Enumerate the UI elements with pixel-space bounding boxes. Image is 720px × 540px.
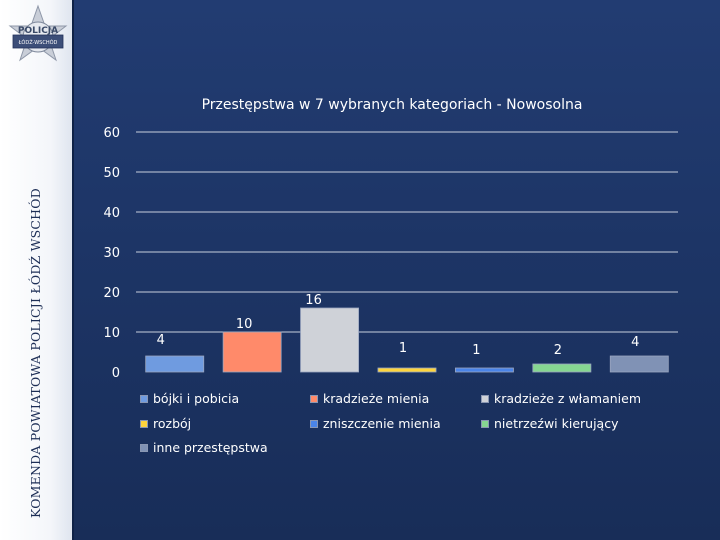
legend-item: nietrzeźwi kierujący (481, 416, 618, 431)
data-label: 4 (157, 333, 165, 348)
legend-item: kradzieże z włamaniem (481, 391, 641, 406)
legend-swatch (140, 443, 148, 452)
data-label: 10 (236, 317, 253, 332)
bar-6 (532, 363, 592, 373)
legend-label: zniszczenie mienia (323, 416, 441, 431)
y-tick-label: 60 (103, 126, 120, 141)
legend-label: nietrzeźwi kierujący (494, 416, 619, 431)
legend-swatch (140, 394, 148, 403)
data-label: 1 (472, 343, 480, 358)
bar-7 (609, 355, 669, 373)
chart-area: Przestępstwa w 7 wybranych kategoriach -… (74, 0, 720, 540)
bar-2 (222, 331, 282, 373)
legend-item: zniszczenie mienia (310, 416, 441, 431)
legend-label: kradzieże mienia (323, 391, 430, 406)
legend-label: rozbój (153, 416, 192, 431)
badge-bottom-text: ŁÓDŹ-WSCHÓD (18, 38, 58, 46)
bar-1 (145, 355, 205, 373)
legend-item: kradzieże mienia (310, 391, 429, 406)
legend-swatch (310, 394, 318, 403)
sidebar: POLICJA ŁÓDŹ-WSCHÓD KOMENDA POWIATOWA PO… (0, 0, 74, 540)
legend-item: inne przestępstwa (140, 440, 268, 455)
y-tick-label: 40 (103, 206, 120, 221)
data-label: 4 (631, 335, 639, 350)
data-label: 2 (554, 343, 562, 358)
police-star-badge-icon: POLICJA ŁÓDŹ-WSCHÓD (8, 4, 68, 62)
bar-5 (454, 367, 514, 373)
y-tick-label: 10 (103, 326, 120, 341)
sidebar-vertical-title: KOMENDA POWIATOWA POLICJI ŁÓDŹ WSCHÓD (28, 188, 43, 518)
legend-label: bójki i pobicia (153, 391, 240, 406)
data-label: 16 (305, 293, 322, 308)
data-label: 1 (399, 341, 407, 356)
legend-swatch (481, 419, 489, 428)
legend-label: kradzieże z włamaniem (494, 391, 641, 406)
y-tick-label: 30 (103, 246, 120, 261)
legend-label: inne przestępstwa (153, 440, 268, 455)
y-tick-label: 20 (103, 286, 120, 301)
legend-swatch (140, 419, 148, 428)
legend-item: bójki i pobicia (140, 391, 239, 406)
chart-title: Przestępstwa w 7 wybranych kategoriach -… (202, 97, 583, 113)
y-tick-label: 50 (103, 166, 120, 181)
legend-item: rozbój (140, 416, 191, 431)
bar-chart: Przestępstwa w 7 wybranych kategoriach -… (103, 97, 678, 381)
badge-top-text: POLICJA (18, 26, 58, 36)
legend-swatch (310, 419, 318, 428)
y-tick-label: 0 (112, 366, 120, 381)
legend-swatch (481, 394, 489, 403)
bar-4 (377, 367, 437, 373)
bar-3 (300, 307, 360, 373)
